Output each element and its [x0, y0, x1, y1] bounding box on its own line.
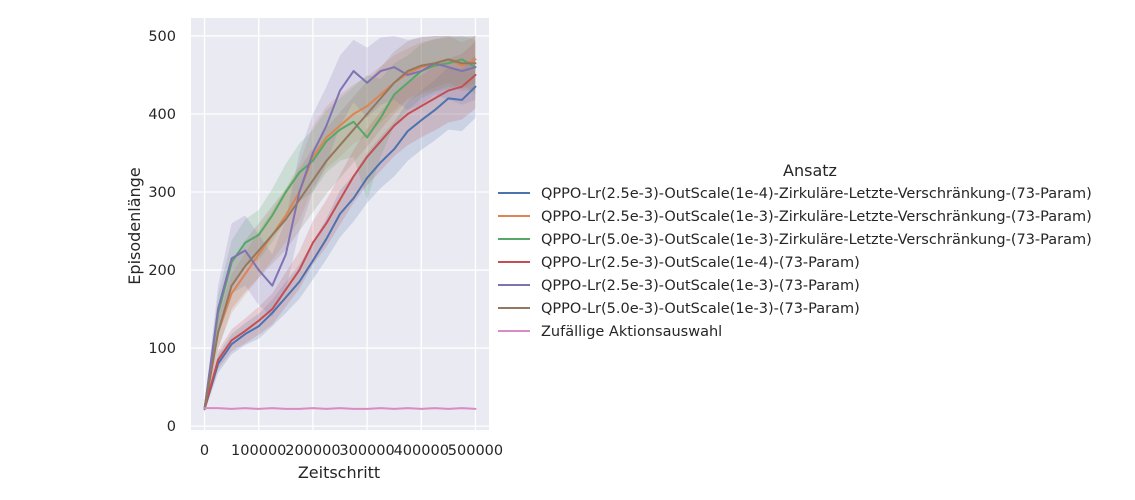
x-tick-label: 500000 [448, 443, 503, 459]
series-band-4 [204, 41, 476, 413]
legend: Ansatz QPPO-Lr(2.5e-3)-OutScale(1e-4)-Zi… [498, 161, 1092, 340]
series-lines [203, 58, 477, 410]
x-tick-label: 400000 [394, 443, 449, 459]
y-tick-labels: 0 100 200 300 400 500 [148, 29, 176, 435]
series-line-6 [203, 58, 477, 410]
series-band-2 [204, 35, 476, 413]
x-tick-label: 0 [200, 443, 209, 459]
y-tick-label: 0 [167, 419, 176, 435]
grid-lines [191, 18, 489, 430]
series-band-5 [204, 35, 476, 413]
plot-background [191, 18, 489, 430]
x-tick-label: 300000 [339, 443, 394, 459]
y-tick-label: 100 [148, 341, 176, 357]
legend-label-2: QPPO-Lr(2.5e-3)-OutScale(1e-3)-Zirkuläre… [541, 209, 1092, 225]
legend-title: Ansatz [783, 161, 837, 180]
series-line-4 [203, 73, 477, 410]
legend-items: QPPO-Lr(2.5e-3)-OutScale(1e-4)-Zirkuläre… [498, 186, 1092, 340]
legend-label-6: QPPO-Lr(5.0e-3)-OutScale(1e-3)-(73-Param… [541, 301, 860, 317]
y-tick-label: 200 [148, 263, 176, 279]
legend-label-5: QPPO-Lr(2.5e-3)-OutScale(1e-3)-(73-Param… [541, 278, 860, 294]
legend-label-4: QPPO-Lr(2.5e-3)-OutScale(1e-4)-(73-Param… [541, 255, 860, 271]
confidence-bands [204, 35, 476, 413]
legend-label-7: Zufällige Aktionsauswahl [541, 324, 722, 340]
series-line-5 [203, 62, 477, 410]
legend-label-3: QPPO-Lr(5.0e-3)-OutScale(1e-3)-Zirkuläre… [541, 232, 1092, 248]
x-tick-label: 200000 [285, 443, 340, 459]
series-line-7 [203, 407, 477, 410]
y-tick-label: 400 [148, 107, 176, 123]
x-axis-label: Zeitschritt [298, 463, 380, 482]
y-axis-label: Episodenlänge [125, 167, 144, 284]
series-band-1 [204, 55, 476, 413]
x-tick-label: 100000 [231, 443, 286, 459]
series-band-3 [204, 35, 476, 413]
series-line-1 [203, 85, 477, 410]
series-line-3 [203, 58, 477, 410]
y-tick-label: 500 [148, 29, 176, 45]
y-tick-label: 300 [148, 185, 176, 201]
legend-label-1: QPPO-Lr(2.5e-3)-OutScale(1e-4)-Zirkuläre… [541, 186, 1092, 202]
series-band-6 [204, 35, 476, 413]
